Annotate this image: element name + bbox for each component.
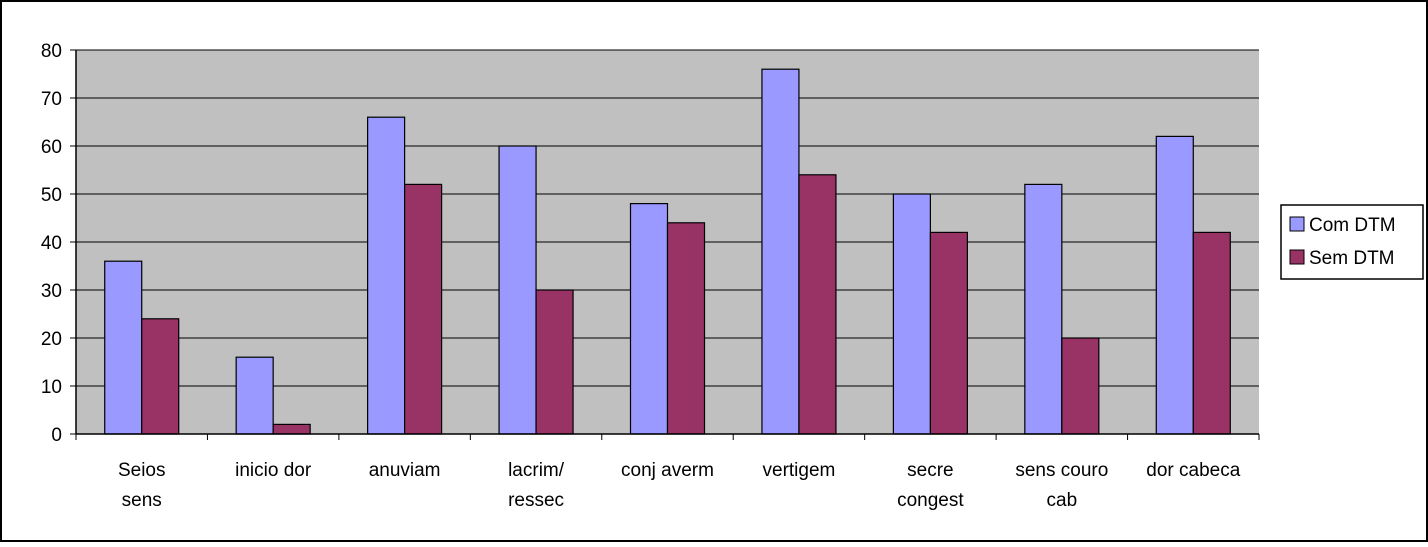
- legend-label: Com DTM: [1309, 215, 1396, 236]
- x-tick-label: anuviam: [369, 460, 441, 481]
- y-tick-label: 60: [41, 137, 62, 158]
- x-tick-label: secre congest: [897, 460, 964, 511]
- bar-sem-dtm-7: [1061, 337, 1100, 435]
- bar-com-dtm-4: [629, 203, 669, 435]
- y-tick-label: 10: [41, 377, 62, 398]
- y-tick-label: 50: [41, 185, 62, 206]
- bar-sem-dtm-2: [404, 183, 443, 435]
- bar-com-dtm-1: [235, 356, 274, 435]
- bar-com-dtm-0: [104, 260, 143, 435]
- bar-sem-dtm-6: [929, 231, 968, 435]
- x-tick-label: sens couro cab: [1015, 460, 1108, 511]
- x-tick-label: vertigem: [763, 460, 836, 481]
- y-tick-label: 40: [41, 233, 62, 254]
- x-tick-label: dor cabeca: [1146, 460, 1240, 481]
- y-tick-label: 70: [41, 89, 62, 110]
- bar-com-dtm-3: [498, 145, 537, 435]
- bar-sem-dtm-1: [272, 423, 311, 435]
- bar-com-dtm-8: [1155, 135, 1194, 435]
- bar-sem-dtm-3: [535, 289, 574, 435]
- legend-swatch: [1289, 216, 1305, 232]
- legend-label: Sem DTM: [1309, 248, 1395, 269]
- x-tick-label: Seios sens: [118, 460, 166, 511]
- bar-sem-dtm-4: [666, 222, 706, 435]
- legend: Com DTM Sem DTM: [1280, 204, 1424, 280]
- bar-com-dtm-2: [367, 116, 406, 435]
- x-tick-label: conj averm: [621, 460, 714, 481]
- legend-box: [1280, 204, 1424, 280]
- bars: [104, 68, 1231, 435]
- x-axis-ticks: Seios sens inicio dor anuviam lacrim/ressec c…: [75, 434, 1260, 511]
- x-tick-label: lacrim/ressec: [508, 460, 565, 511]
- bar-sem-dtm-5: [798, 174, 837, 435]
- y-axis-ticks: 0 10 20 30 40 50 60 70 80: [41, 41, 76, 446]
- bar-sem-dtm-0: [141, 318, 180, 435]
- bar-com-dtm-7: [1024, 183, 1063, 435]
- y-tick-label: 80: [41, 41, 62, 62]
- y-tick-label: 20: [41, 329, 62, 350]
- y-tick-label: 30: [41, 281, 62, 302]
- bar-sem-dtm-8: [1192, 231, 1231, 435]
- legend-swatch: [1289, 249, 1305, 265]
- y-tick-label: 0: [51, 425, 62, 446]
- bar-com-dtm-5: [761, 68, 800, 435]
- x-tick-label: inicio dor: [235, 460, 312, 481]
- bar-com-dtm-6: [892, 193, 931, 435]
